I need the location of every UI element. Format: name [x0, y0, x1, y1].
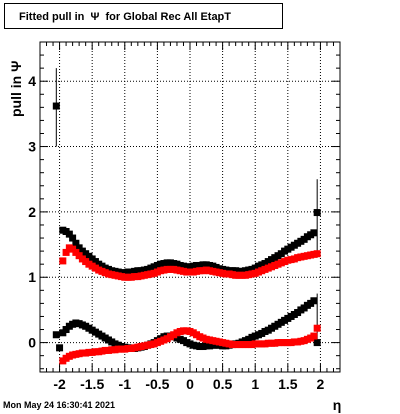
x-tick-label: 2 — [317, 376, 325, 392]
data-point — [65, 230, 73, 238]
x-tick-label: -1.5 — [80, 376, 104, 392]
plot-title: Fitted pull in Ψ for Global Rec All Etap… — [4, 3, 283, 29]
data-point — [310, 297, 318, 305]
y-tick-label: 4 — [28, 73, 36, 89]
x-axis-title: η — [333, 397, 342, 413]
x-tick-label: 1.5 — [278, 376, 298, 392]
data-point — [310, 332, 318, 340]
y-axis-title: pull in Ψ — [8, 61, 24, 117]
x-tick-label: -0.5 — [145, 376, 169, 392]
data-point — [313, 250, 321, 258]
data-point — [69, 234, 77, 242]
y-tick-label: 3 — [28, 139, 36, 155]
x-tick-label: 0 — [186, 376, 194, 392]
series-0 — [52, 68, 321, 277]
series-2 — [59, 244, 321, 281]
series-3 — [59, 324, 321, 365]
data-point — [52, 331, 60, 339]
x-tick-label: -1 — [119, 376, 132, 392]
timestamp: Mon May 24 16:30:41 2021 — [3, 400, 116, 410]
x-tick-label: 1 — [251, 376, 259, 392]
data-point — [52, 102, 60, 110]
data-point — [56, 344, 64, 352]
data-point — [62, 248, 70, 256]
data-point — [72, 239, 80, 247]
data-point — [59, 257, 67, 265]
data-point — [313, 209, 321, 217]
data-points — [52, 68, 321, 365]
data-point — [310, 229, 318, 237]
x-tick-label: 0.5 — [213, 376, 233, 392]
axes: -2 -1.5 -1 -0.5 0 0.5 1 1.5 2 0 1 2 3 4 — [28, 41, 341, 392]
x-tick-label: -2 — [53, 376, 66, 392]
y-tick-label: 1 — [28, 269, 36, 285]
y-tick-label: 2 — [28, 204, 36, 220]
data-point — [313, 324, 321, 332]
y-tick-label: 0 — [28, 335, 36, 351]
data-point — [313, 339, 321, 347]
